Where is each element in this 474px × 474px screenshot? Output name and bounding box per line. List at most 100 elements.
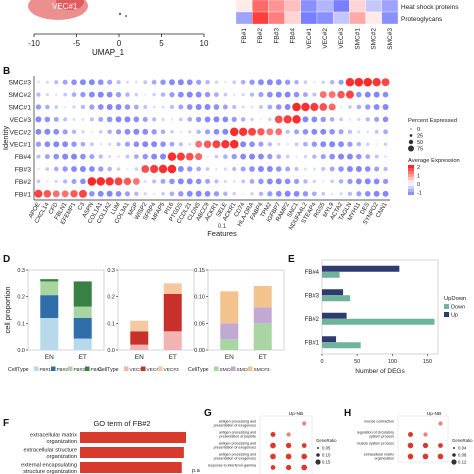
- dotplot-dot: [275, 166, 282, 172]
- panel-h-term-label: regulation of circulatory system process: [357, 431, 394, 439]
- dotplot-dot: [348, 118, 352, 121]
- dotplot-dot: [213, 191, 220, 197]
- dotplot-dot: [124, 104, 131, 110]
- panel-g-header: Up-NB: [289, 411, 303, 417]
- dotplot-dot: [152, 92, 156, 97]
- dotplot-dot: [115, 104, 122, 110]
- deg-x-label: Number of DEGs: [355, 368, 405, 375]
- dotplot-dot: [35, 141, 42, 147]
- dotplot-feature-label: C3: [77, 201, 86, 211]
- dotplot-dot: [275, 91, 282, 98]
- dotplot-dot: [293, 190, 300, 197]
- proportion-bar-segment: [40, 318, 59, 350]
- dotplot-dot: [257, 128, 265, 136]
- dotplot-dot: [117, 155, 120, 158]
- dotplot-dot: [115, 91, 122, 98]
- dotplot-dot: [142, 153, 148, 160]
- dotplot-dot: [347, 178, 353, 185]
- dotplot-dot: [329, 166, 335, 172]
- deg-frame: [321, 259, 439, 355]
- dotplot-dot: [188, 130, 192, 134]
- dotplot-feature-label: LUM: [110, 202, 122, 216]
- heatmap-col-label: FB#4: [290, 28, 297, 44]
- dotplot-dot: [89, 154, 95, 160]
- proportion-legend-title: CellType: [188, 367, 209, 373]
- dotplot-dot: [123, 177, 132, 186]
- panel-h-legend-label: 0.04: [458, 446, 467, 451]
- dotplot-dot: [107, 79, 113, 85]
- proportion-frame: [207, 269, 285, 351]
- dotplot-dot: [292, 102, 301, 112]
- dotplot-dot: [205, 80, 210, 85]
- dotplot-dot: [89, 191, 95, 197]
- dotplot-dot: [143, 105, 148, 109]
- panel-label-e: E: [288, 254, 295, 265]
- dotplot-dot: [161, 191, 165, 196]
- dotplot-dot: [45, 167, 50, 171]
- dotplot-dot: [151, 153, 158, 160]
- proportion-legend-title: CellType: [8, 367, 29, 373]
- dotplot-dot: [177, 91, 184, 98]
- panel-h-legend-dot: [451, 459, 457, 465]
- dotplot-dot: [143, 179, 147, 183]
- deg-category-label: FB#1: [305, 340, 320, 346]
- dotplot-dot: [240, 153, 247, 160]
- dotplot-dot: [338, 166, 344, 172]
- dotplot-dot: [167, 164, 177, 174]
- proportion-y-tick-label: 0.15: [194, 268, 205, 274]
- deg-category-label: FB#2: [305, 317, 320, 323]
- dotplot-dot: [170, 129, 174, 134]
- heatmap-col-label: FB#2: [257, 28, 264, 44]
- proportion-legend-label: VEC#1: [130, 367, 146, 373]
- dotplot-dot: [374, 116, 380, 122]
- proportion-legend-swatch: [68, 366, 73, 371]
- proportion-bar-segment: [40, 279, 59, 282]
- dotplot-dot: [354, 77, 364, 87]
- proportion-y-tick-label: 0.00: [194, 348, 205, 354]
- dotplot-dot: [35, 116, 42, 123]
- dotplot-dot: [116, 167, 121, 171]
- dotplot-dot: [161, 117, 165, 122]
- legend-avg-swatch: [408, 180, 414, 183]
- dotplot-dot: [231, 116, 237, 123]
- dotplot-dot: [71, 79, 77, 86]
- dotplot-dot: [89, 104, 95, 110]
- deg-bar-down: [322, 342, 361, 349]
- dotplot-dot: [167, 152, 177, 161]
- dotplot-dot: [366, 130, 370, 134]
- dotplot-dot: [213, 104, 220, 110]
- panel-label-f: F: [3, 418, 10, 429]
- dotplot-dot: [62, 79, 68, 85]
- dotplot-feature-label: DES: [360, 202, 371, 216]
- dotplot-dot: [295, 155, 298, 158]
- dotplot-dot: [125, 92, 130, 97]
- legend-avg-swatch: [408, 174, 414, 177]
- deg-category-label: FB#4: [305, 270, 320, 276]
- dotplot-dot: [106, 190, 113, 197]
- proportion-bar-segment: [73, 318, 92, 339]
- dotplot-dot: [45, 104, 50, 110]
- proportion-bar-segment: [163, 331, 182, 350]
- panel-label-b: B: [3, 66, 11, 77]
- dotplot-dot: [259, 105, 263, 109]
- dotplot-dot: [275, 128, 283, 136]
- dotplot-dot: [62, 141, 69, 148]
- dotplot-dot: [215, 167, 218, 171]
- dotplot-dot: [356, 191, 362, 197]
- panel-h-dot: [422, 442, 429, 449]
- proportion-category-label: ET: [79, 354, 87, 361]
- legend-avg-title: Average Expression: [408, 158, 460, 164]
- dotplot-dot: [267, 91, 273, 98]
- heatmap-cell: [300, 0, 318, 13]
- dotplot-dot: [108, 142, 112, 146]
- dotplot-row-label: SMC#2: [8, 92, 31, 99]
- dotplot-dot: [96, 177, 106, 186]
- legend-avg-swatch: [408, 189, 414, 192]
- heatmap-cell: [381, 0, 399, 13]
- dotplot-dot: [204, 129, 211, 135]
- dotplot-dot: [142, 141, 149, 148]
- dotplot-dot: [204, 91, 211, 98]
- dotplot-dot: [294, 129, 300, 135]
- dotplot-row-label: FB#4: [15, 154, 31, 161]
- dotplot-dot: [249, 153, 256, 160]
